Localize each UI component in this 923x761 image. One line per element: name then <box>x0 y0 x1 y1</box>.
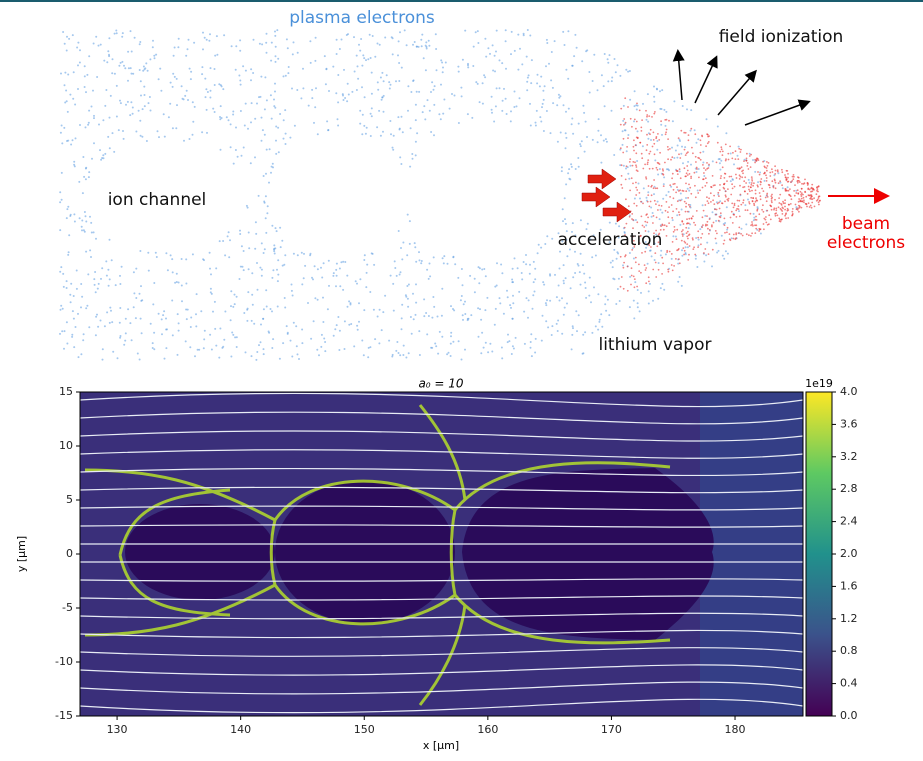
acceleration-arrows <box>581 168 632 223</box>
colorbar-tick-label: 2.4 <box>840 515 858 528</box>
streamline <box>80 411 803 425</box>
colorbar-tick-label: 3.2 <box>840 450 858 463</box>
colorbar-tick-label: 4.0 <box>840 385 858 398</box>
colorbar-tick-label: 3.6 <box>840 417 858 430</box>
density-map <box>80 392 803 716</box>
streamline <box>80 505 803 511</box>
streamline <box>80 524 803 528</box>
streamline <box>80 578 803 582</box>
colorbar <box>805 391 833 717</box>
streamline <box>80 467 803 477</box>
streamline <box>80 612 803 620</box>
x-tick-label: 150 <box>354 723 375 736</box>
label: ion channel <box>108 190 207 210</box>
label: field ionization <box>719 27 844 47</box>
ionization-arrows <box>672 49 811 126</box>
colorbar-tick-label: 2.8 <box>840 482 858 495</box>
y-tick-label: -5 <box>62 601 73 614</box>
label: lithium vapor <box>598 335 711 355</box>
streamline <box>80 629 803 639</box>
colorbar-tick-label: 1.6 <box>840 579 858 592</box>
streamline <box>80 392 803 408</box>
x-tick-label: 130 <box>107 723 128 736</box>
label: acceleration <box>558 230 663 250</box>
colorbar-tick-label: 1.2 <box>840 612 858 625</box>
streamline <box>80 486 803 494</box>
x-tick-label: 140 <box>230 723 251 736</box>
streamline <box>80 698 803 714</box>
streamline <box>80 430 803 442</box>
y-tick-label: 5 <box>66 493 73 506</box>
label: beam <box>842 214 890 234</box>
colorbar-tick-label: 0.4 <box>840 677 858 690</box>
colorbar-label: 1e19 <box>805 377 833 390</box>
y-tick-label: 10 <box>59 439 73 452</box>
y-tick-label: 15 <box>59 385 73 398</box>
label: plasma electrons <box>289 8 435 28</box>
streamline <box>80 595 803 601</box>
streamline <box>80 560 803 564</box>
y-tick-label: -10 <box>55 655 73 668</box>
streamline <box>80 543 803 545</box>
streamline <box>80 449 803 459</box>
x-tick-label: 170 <box>601 723 622 736</box>
particle-cloud <box>59 29 821 361</box>
streamline <box>80 664 803 676</box>
colorbar-tick-label: 0.0 <box>840 709 858 722</box>
streamline <box>80 681 803 695</box>
y-axis-label: y [μm] <box>15 536 28 572</box>
y-tick-label: 0 <box>66 547 73 560</box>
colorbar-tick-label: 0.8 <box>840 644 858 657</box>
x-tick-label: 160 <box>477 723 498 736</box>
x-tick-label: 180 <box>725 723 746 736</box>
x-axis-label: x [μm] <box>423 739 459 752</box>
label: electrons <box>827 233 905 253</box>
streamline <box>80 647 803 657</box>
y-tick-label: -15 <box>55 709 73 722</box>
colorbar-tick-label: 2.0 <box>840 547 858 560</box>
plot-title: a₀ = 10 <box>418 377 463 391</box>
